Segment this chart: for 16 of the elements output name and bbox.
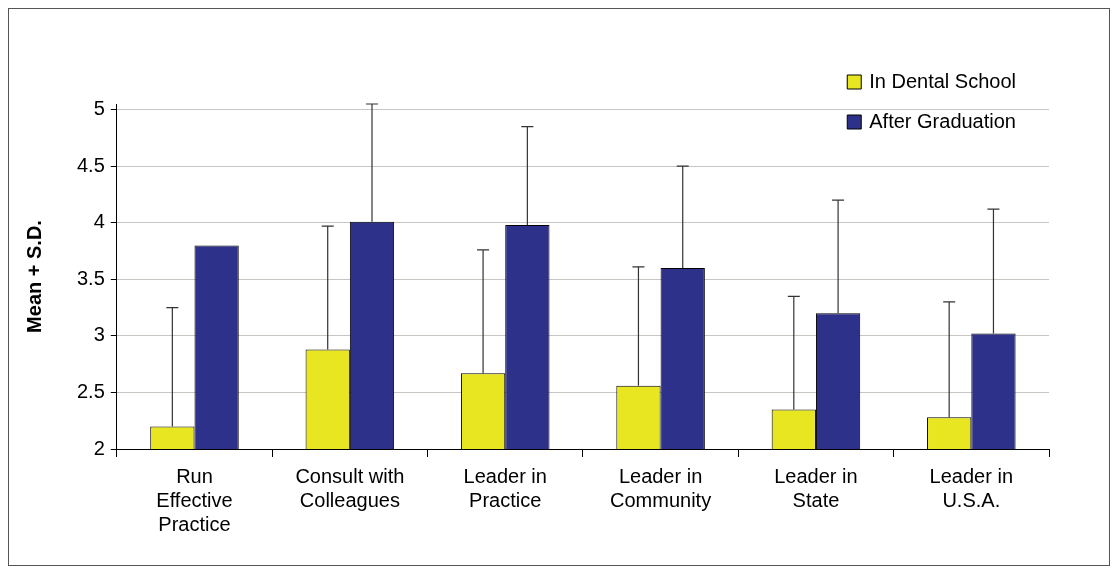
legend-label: After Graduation xyxy=(869,109,1016,132)
y-tick-label: 5 xyxy=(93,97,105,120)
legend-label: In Dental School xyxy=(869,69,1017,92)
x-tick-label: Leader in Community xyxy=(610,464,712,511)
x-tick-label: Consult with Colleagues xyxy=(295,464,405,511)
y-axis-title: Mean + S.D. xyxy=(22,220,45,333)
x-tick-label: Leader in Practice xyxy=(463,464,547,511)
y-tick-label: 2 xyxy=(93,436,105,459)
x-tick-label: Run Effective Practice xyxy=(156,464,233,535)
x-tick-label: Leader in State xyxy=(774,464,858,511)
y-tick-label: 2.5 xyxy=(76,379,105,402)
y-tick-label: 3 xyxy=(93,323,105,346)
y-tick-label: 3.5 xyxy=(76,266,105,289)
x-tick-label: Leader in U.S.A. xyxy=(929,464,1014,511)
y-tick-label: 4.5 xyxy=(76,153,105,176)
y-tick-label: 4 xyxy=(93,210,105,233)
